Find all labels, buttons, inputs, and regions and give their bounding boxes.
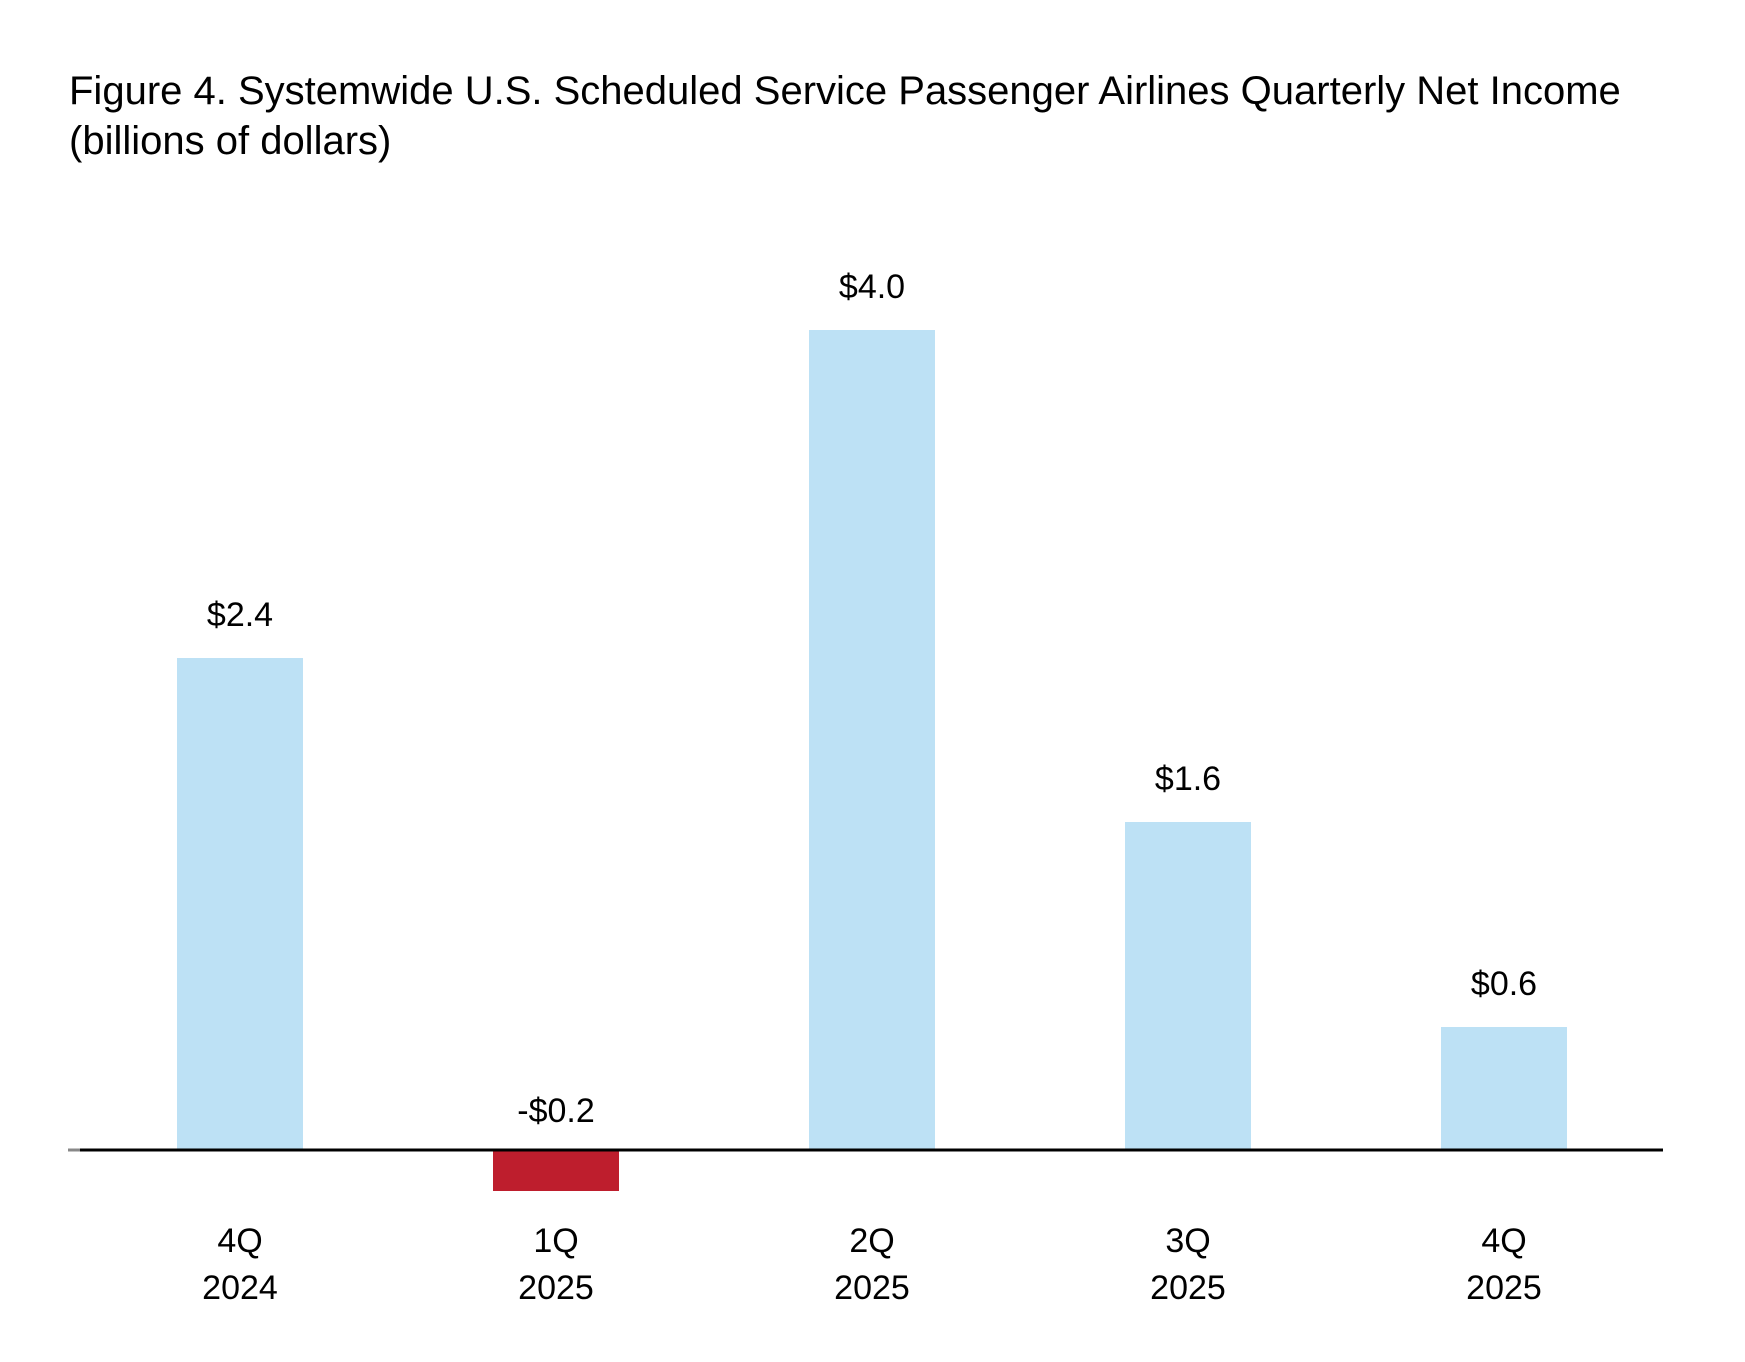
x-tick-label-0-1: 2024 [202,1269,278,1307]
x-tick-label-2-0: 2Q [849,1222,894,1260]
bar-3 [1125,822,1251,1150]
x-tick-label-4-0: 4Q [1481,1222,1526,1260]
bar-0 [177,658,303,1150]
x-tick-label-3-0: 3Q [1165,1222,1210,1260]
data-label-3: $1.6 [1155,760,1221,798]
data-label-1: -$0.2 [517,1092,595,1130]
data-label-4: $0.6 [1471,965,1537,1003]
chart-title: Figure 4. Systemwide U.S. Scheduled Serv… [69,66,1621,166]
bar-4 [1441,1027,1567,1150]
chart-title-line: Figure 4. Systemwide U.S. Scheduled Serv… [69,69,1621,113]
data-label-0: $2.4 [207,596,273,634]
x-tick-label-2-1: 2025 [834,1269,910,1307]
data-label-2: $4.0 [839,268,905,306]
bar-1 [493,1150,619,1191]
x-tick-label-4-1: 2025 [1466,1269,1542,1307]
x-tick-label-3-1: 2025 [1150,1269,1226,1307]
chart-subtitle: (billions of dollars) [69,119,392,163]
bar-2 [809,330,935,1150]
x-tick-label-1-1: 2025 [518,1269,594,1307]
x-tick-label-0-0: 4Q [217,1222,262,1260]
x-tick-label-1-0: 1Q [533,1222,578,1260]
